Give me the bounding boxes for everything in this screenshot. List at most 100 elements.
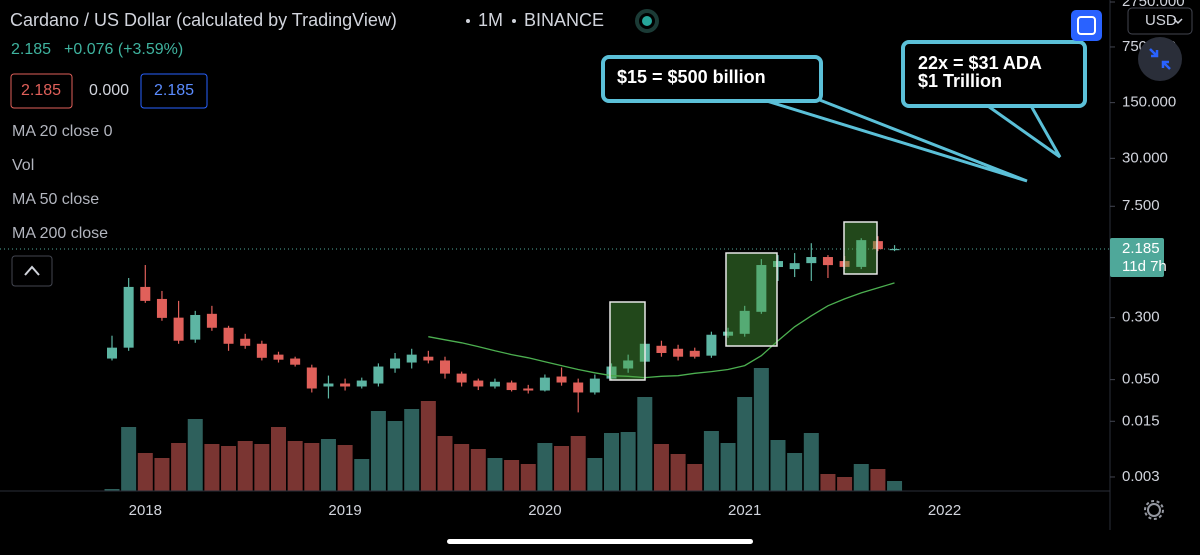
candle-body xyxy=(489,381,500,387)
volume-bar xyxy=(837,477,853,491)
candle-body xyxy=(306,367,317,389)
volume-bar xyxy=(470,449,486,491)
indicator-label[interactable]: Vol xyxy=(12,157,34,174)
volume-bar xyxy=(454,444,470,491)
candle-body xyxy=(706,334,717,356)
candle-body xyxy=(456,373,467,383)
dropdown-arrow xyxy=(1173,18,1183,25)
volume-bar xyxy=(753,368,769,491)
candle-body xyxy=(773,261,783,268)
candle-body xyxy=(872,241,883,250)
indicator-label[interactable]: MA 50 close xyxy=(12,191,99,208)
volume-bar xyxy=(703,431,719,491)
candle-body xyxy=(789,263,800,270)
y-tick-label: 150.000 xyxy=(1122,94,1176,111)
home-indicator xyxy=(447,539,753,544)
volume-bar xyxy=(354,459,370,491)
highlight-box xyxy=(843,221,878,275)
collapse-icon xyxy=(24,265,40,276)
candle-body xyxy=(356,380,367,387)
separator xyxy=(512,19,516,23)
candle-body xyxy=(123,286,134,348)
highlight-box xyxy=(725,252,778,347)
volume-bar xyxy=(537,443,553,491)
separator xyxy=(466,19,470,23)
volume-bar xyxy=(487,458,503,491)
volume-bar xyxy=(653,444,669,491)
candle-body xyxy=(190,314,201,340)
volume-bar xyxy=(587,458,603,491)
y-tick-label: 0.050 xyxy=(1122,371,1160,388)
candle-body xyxy=(673,348,684,357)
plot-area: 2018 2019 2020 2021 2022 xyxy=(0,236,1110,519)
candle-body xyxy=(290,358,301,365)
volume-bar xyxy=(803,433,819,491)
candle-body xyxy=(440,360,450,374)
y-tick-label: 0.300 xyxy=(1122,309,1160,326)
candle-body xyxy=(223,327,234,344)
candle-body xyxy=(606,366,617,379)
candle-body xyxy=(340,383,351,387)
scale-icon xyxy=(1149,48,1171,70)
market-status-dot xyxy=(642,16,652,26)
candle-body xyxy=(656,345,667,353)
y-tick-label: 0.003 xyxy=(1122,468,1160,485)
volume-bar xyxy=(637,397,653,491)
volume-bar xyxy=(154,458,170,491)
candle-body xyxy=(889,248,900,251)
y-axis: 2750.000750.000150.00030.0007.5000.3000.… xyxy=(1110,0,1185,485)
buy-button[interactable] xyxy=(140,73,208,109)
volume-bar xyxy=(370,411,386,491)
sell-button[interactable] xyxy=(10,73,73,109)
candle-body xyxy=(240,338,251,346)
volume-bar xyxy=(670,454,686,491)
indicator-label[interactable]: MA 20 close 0 xyxy=(12,123,113,140)
candle-body xyxy=(323,383,334,387)
candle-body xyxy=(373,366,384,384)
volume-bar xyxy=(437,436,453,491)
candle-body xyxy=(589,378,600,393)
market-status[interactable] xyxy=(635,9,659,33)
candle-body xyxy=(473,380,484,387)
volume-bar xyxy=(720,443,736,491)
collapse-button[interactable] xyxy=(11,255,53,287)
candle-body xyxy=(556,376,567,383)
sell-price: 2.185 xyxy=(21,82,61,99)
candle-body xyxy=(756,265,767,312)
scale-button[interactable] xyxy=(1138,37,1182,81)
currency-dropdown[interactable] xyxy=(1127,7,1193,35)
volume-bar xyxy=(870,469,886,491)
last-price: 2.185 xyxy=(11,41,51,58)
volume-bar xyxy=(620,432,636,491)
candle-body xyxy=(173,317,184,341)
volume-bar xyxy=(187,419,203,491)
volume-bar xyxy=(570,436,586,491)
candle-body xyxy=(822,257,833,266)
volume-bar xyxy=(171,443,187,491)
volume-bar xyxy=(304,443,320,491)
callout-text: $15 = $500 billion xyxy=(617,67,766,87)
interval: 1M xyxy=(478,10,503,30)
volume-bar xyxy=(554,446,570,491)
spread: 0.000 xyxy=(89,82,129,99)
price-tag-value: 2.185 xyxy=(1122,240,1160,257)
volume-bar xyxy=(853,464,869,491)
volume-bar xyxy=(287,441,303,491)
indicator-label[interactable]: MA 200 close xyxy=(12,225,108,242)
y-tick-label: 0.015 xyxy=(1122,412,1160,429)
volume-bar xyxy=(137,453,153,491)
currency: USD xyxy=(1145,12,1177,29)
fullscreen-button[interactable] xyxy=(1071,10,1102,41)
volume-bar xyxy=(221,446,237,491)
callout-box xyxy=(901,40,1087,108)
settings-button[interactable] xyxy=(1147,503,1161,517)
candle-body xyxy=(256,343,267,358)
candle-body xyxy=(273,354,284,360)
volume-bar xyxy=(404,409,420,491)
volume-bar xyxy=(237,441,253,491)
volume-bar xyxy=(787,453,803,491)
volume-bar xyxy=(420,401,436,491)
candle-body xyxy=(539,377,550,391)
candle-body xyxy=(723,331,734,336)
